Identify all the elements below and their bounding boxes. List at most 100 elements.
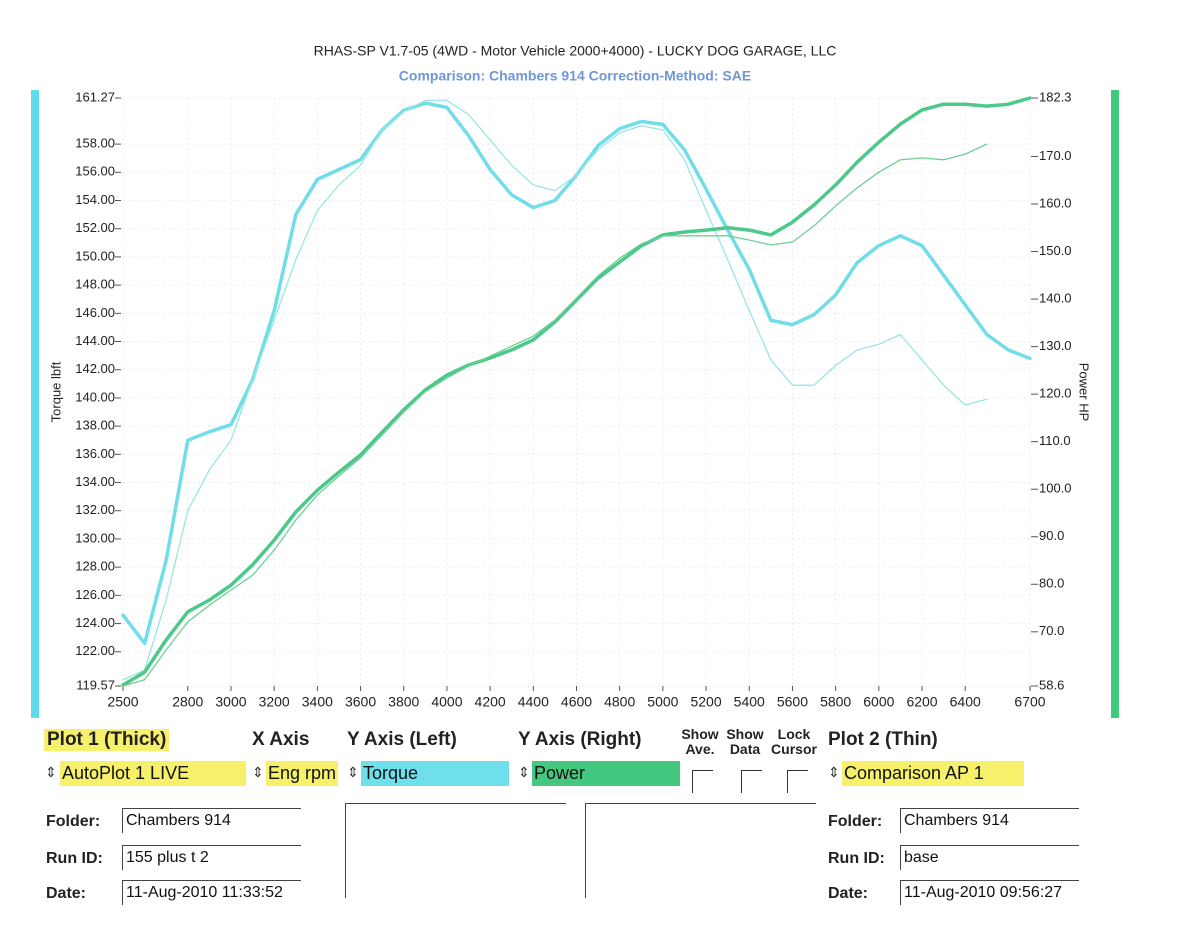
yleft-select[interactable]: Torque [361, 761, 509, 786]
series-line [122, 99, 988, 681]
x-tick-label: 6700 [1014, 694, 1045, 710]
y-tick-label: 150.00 [75, 248, 115, 263]
y2-tick-label: 70.0 [1039, 623, 1064, 638]
x-tick-label: 4800 [604, 694, 635, 710]
y-tick-label: 122.00 [75, 643, 115, 658]
field-value: Chambers 914 [122, 808, 301, 833]
x-tick-label: 2500 [107, 694, 138, 710]
x-tick-label: 6400 [950, 694, 981, 710]
xaxis-heading: X Axis [252, 729, 310, 750]
y2-tick-label: 150.0 [1039, 243, 1072, 258]
x-tick-label: 5400 [734, 694, 765, 710]
show-ave-label: Show Ave. [681, 726, 719, 757]
y-tick-label: 156.00 [75, 164, 115, 179]
select-arrows[interactable]: ⇕ [252, 764, 264, 780]
field-label: Folder: [46, 813, 101, 830]
x-tick-label: 4600 [561, 694, 592, 710]
x-tick-label: 5000 [647, 694, 678, 710]
x-tick-label: 3400 [302, 694, 333, 710]
show-data-label: Show Data [726, 726, 764, 757]
y-tick-label: 130.00 [75, 530, 115, 545]
field-label: Run ID: [828, 850, 885, 867]
blank-box [345, 803, 566, 898]
y-tick-label: 144.00 [75, 333, 115, 348]
x-tick-label: 5200 [690, 694, 721, 710]
chart: RHAS-SP V1.7-05 (4WD - Motor Vehicle 200… [31, 43, 1119, 718]
field-value: base [900, 845, 1079, 870]
y-tick-label: 128.00 [75, 559, 115, 574]
y-tick-label: 138.00 [75, 418, 115, 433]
x-tick-label: 5600 [777, 694, 808, 710]
x-tick-label: 3000 [215, 694, 246, 710]
y-tick-label: 161.27 [75, 89, 115, 104]
x-tick-label: 2800 [172, 694, 203, 710]
y-tick-label: 142.00 [75, 361, 115, 376]
y-tick-label: 136.00 [75, 446, 115, 461]
field-label: Date: [46, 885, 87, 902]
field-value: 11-Aug-2010 11:33:52 [122, 880, 301, 905]
y2-tick-label: 100.0 [1039, 481, 1072, 496]
y-tick-label: 124.00 [75, 615, 115, 630]
plot1-heading: Plot 1 (Thick) [44, 729, 170, 751]
blank-box [585, 803, 816, 898]
y2-tick-label: 58.6 [1039, 677, 1064, 692]
field-label: Date: [828, 885, 869, 902]
yright-heading: Y Axis (Right) [518, 729, 642, 750]
y2-tick-label: 110.0 [1039, 433, 1071, 448]
plot2-select[interactable]: Comparison AP 1 [842, 761, 1024, 786]
show-ave-checkbox[interactable] [692, 770, 713, 793]
y2-tick-label: 90.0 [1039, 528, 1064, 543]
y2-tick-label: 130.0 [1039, 338, 1072, 353]
x-tick-label: 5800 [820, 694, 851, 710]
y-tick-label: 140.00 [75, 389, 115, 404]
y2-tick-label: 160.0 [1039, 195, 1072, 210]
field-value: 11-Aug-2010 09:56:27 [900, 880, 1079, 905]
right-axis-bar [1111, 90, 1119, 718]
field-label: Folder: [828, 813, 883, 830]
x-tick-label: 6200 [906, 694, 937, 710]
x-tick-label: 3200 [259, 694, 290, 710]
y2-axis-label: Power HP [1077, 363, 1092, 422]
y-tick-label: 148.00 [75, 277, 115, 292]
y-tick-label: 119.57 [76, 677, 115, 692]
x-tick-label: 4200 [475, 694, 506, 710]
y2-tick-label: 182.3 [1039, 89, 1072, 104]
select-arrows[interactable]: ⇕ [518, 764, 530, 780]
y2-tick-label: 140.0 [1039, 291, 1072, 306]
lock-cursor-checkbox[interactable] [787, 770, 808, 793]
field-value: Chambers 914 [900, 808, 1079, 833]
series-line [121, 96, 1032, 687]
series-line [122, 143, 988, 687]
y-tick-label: 126.00 [75, 587, 115, 602]
plot1-select[interactable]: AutoPlot 1 LIVE [60, 761, 246, 786]
y-tick-label: 154.00 [75, 192, 115, 207]
select-arrows[interactable]: ⇕ [347, 764, 359, 780]
x-tick-label: 4000 [431, 694, 462, 710]
select-arrows[interactable]: ⇕ [45, 764, 57, 780]
y2-tick-label: 120.0 [1039, 386, 1072, 401]
y-tick-label: 134.00 [75, 474, 115, 489]
show-data-checkbox[interactable] [741, 770, 762, 793]
y2-tick-label: 80.0 [1039, 576, 1064, 591]
x-tick-label: 4400 [518, 694, 549, 710]
y-tick-label: 158.00 [75, 136, 115, 151]
x-tick-label: 3600 [345, 694, 376, 710]
y2-tick-label: 170.0 [1039, 148, 1072, 163]
chart-subtitle: Comparison: Chambers 914 Correction-Meth… [399, 68, 751, 84]
field-label: Run ID: [46, 850, 103, 867]
y-tick-label: 152.00 [75, 220, 115, 235]
yleft-heading: Y Axis (Left) [347, 729, 457, 750]
left-axis-bar [31, 90, 39, 718]
select-arrows[interactable]: ⇕ [828, 764, 840, 780]
x-tick-label: 6000 [863, 694, 894, 710]
yright-select[interactable]: Power [532, 761, 680, 786]
y-axis-label: Torque lbft [48, 361, 63, 422]
lock-cursor-label: Lock Cursor [771, 726, 817, 757]
field-value: 155 plus t 2 [122, 845, 301, 870]
xaxis-select[interactable]: Eng rpm [266, 761, 338, 786]
plot2-heading: Plot 2 (Thin) [828, 729, 938, 750]
y-tick-label: 146.00 [75, 305, 115, 320]
x-tick-label: 3800 [388, 694, 419, 710]
chart-title: RHAS-SP V1.7-05 (4WD - Motor Vehicle 200… [314, 43, 837, 59]
